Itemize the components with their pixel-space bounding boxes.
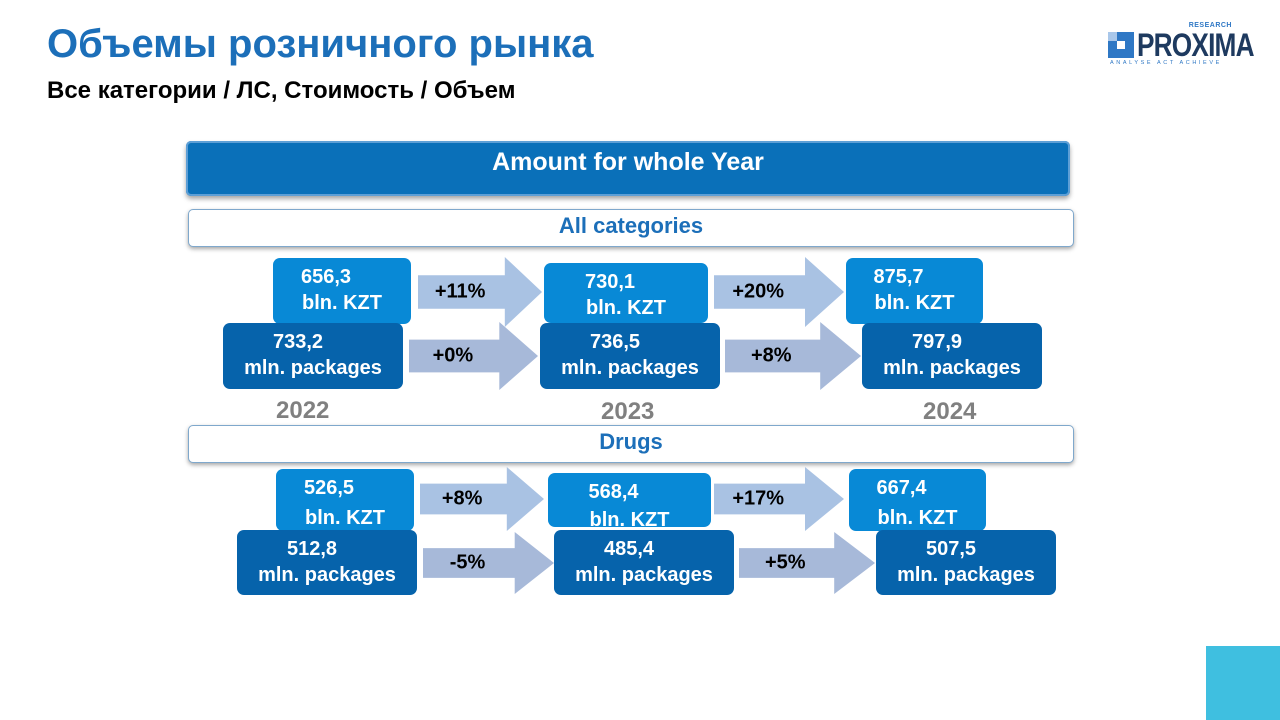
value-number: 875,7 [873,266,924,288]
volume-number: 512,8 [286,538,338,560]
growth-label: +8% [441,487,483,510]
section-bar-drugs: Drugs [188,425,1074,463]
growth-label: +5% [764,551,806,574]
value-number: 667,4 [876,477,927,499]
year-label-2022: 2022 [276,397,330,424]
logo-mark-icon [1108,32,1134,58]
growth-label: +11% [434,280,486,303]
value-number: 568,4 [588,481,639,503]
value-box-2023: 730,1 bln. KZT [544,263,708,323]
growth-label: +0% [432,344,474,367]
value-unit: bln. KZT [874,292,955,314]
page-title: Объемы розничного рынка [47,22,594,66]
volume-number: 733,2 [272,331,324,353]
value-box-2024: 667,4 bln. KZT [849,469,986,531]
volume-unit: mln. packages [258,564,396,586]
page-subtitle: Все категории / ЛС, Стоимость / Объем [47,77,516,104]
value-unit: bln. KZT [305,507,385,529]
logo-research: RESEARCH [1188,22,1232,29]
growth-label: +8% [750,344,792,367]
header-bar: Amount for whole Year [186,141,1070,196]
volume-number: 485,4 [603,538,655,560]
value-box-2022: 656,3 bln. KZT [273,258,411,324]
logo-tagline: ANALYSE ACT ACHIEVE [1110,60,1222,66]
value-number: 730,1 [584,271,636,293]
volume-number: 736,5 [589,331,641,353]
value-number: 526,5 [303,477,355,499]
growth-label: +20% [732,280,785,303]
volume-box-2023: 736,5 mln. packages [540,323,720,389]
volume-unit: mln. packages [575,564,713,586]
year-label-2024: 2024 [923,398,977,425]
volume-box-2024: 507,5 mln. packages [876,530,1056,595]
growth-label: -5% [449,551,486,574]
volume-box-2024: 797,9 mln. packages [862,323,1042,389]
value-unit: bln. KZT [586,297,666,319]
volume-box-2022: 512,8 mln. packages [237,530,417,595]
corner-accent [1206,646,1280,720]
volume-box-2022: 733,2 mln. packages [223,323,403,389]
value-box-2024: 875,7 bln. KZT [846,258,983,324]
logo-word: PROXIMA [1137,27,1255,63]
section-bar-all-categories: All categories [188,209,1074,247]
value-unit: bln. KZT [589,509,670,531]
proxima-logo: PROXIMA RESEARCH ANALYSE ACT ACHIEVE [1108,22,1258,70]
volume-box-2023: 485,4 mln. packages [554,530,734,595]
volume-unit: mln. packages [244,357,382,379]
growth-label: +17% [732,487,785,510]
volume-unit: mln. packages [561,357,699,379]
value-box-2023: 568,4 bln. KZT [548,473,711,531]
volume-unit: mln. packages [883,357,1021,379]
value-box-2022: 526,5 bln. KZT [276,469,414,531]
value-unit: bln. KZT [877,507,958,529]
volume-unit: mln. packages [897,564,1035,586]
volume-number: 797,9 [911,331,963,353]
year-label-2023: 2023 [601,398,655,425]
value-number: 656,3 [300,266,352,288]
volume-number: 507,5 [925,538,977,560]
value-unit: bln. KZT [302,292,382,314]
